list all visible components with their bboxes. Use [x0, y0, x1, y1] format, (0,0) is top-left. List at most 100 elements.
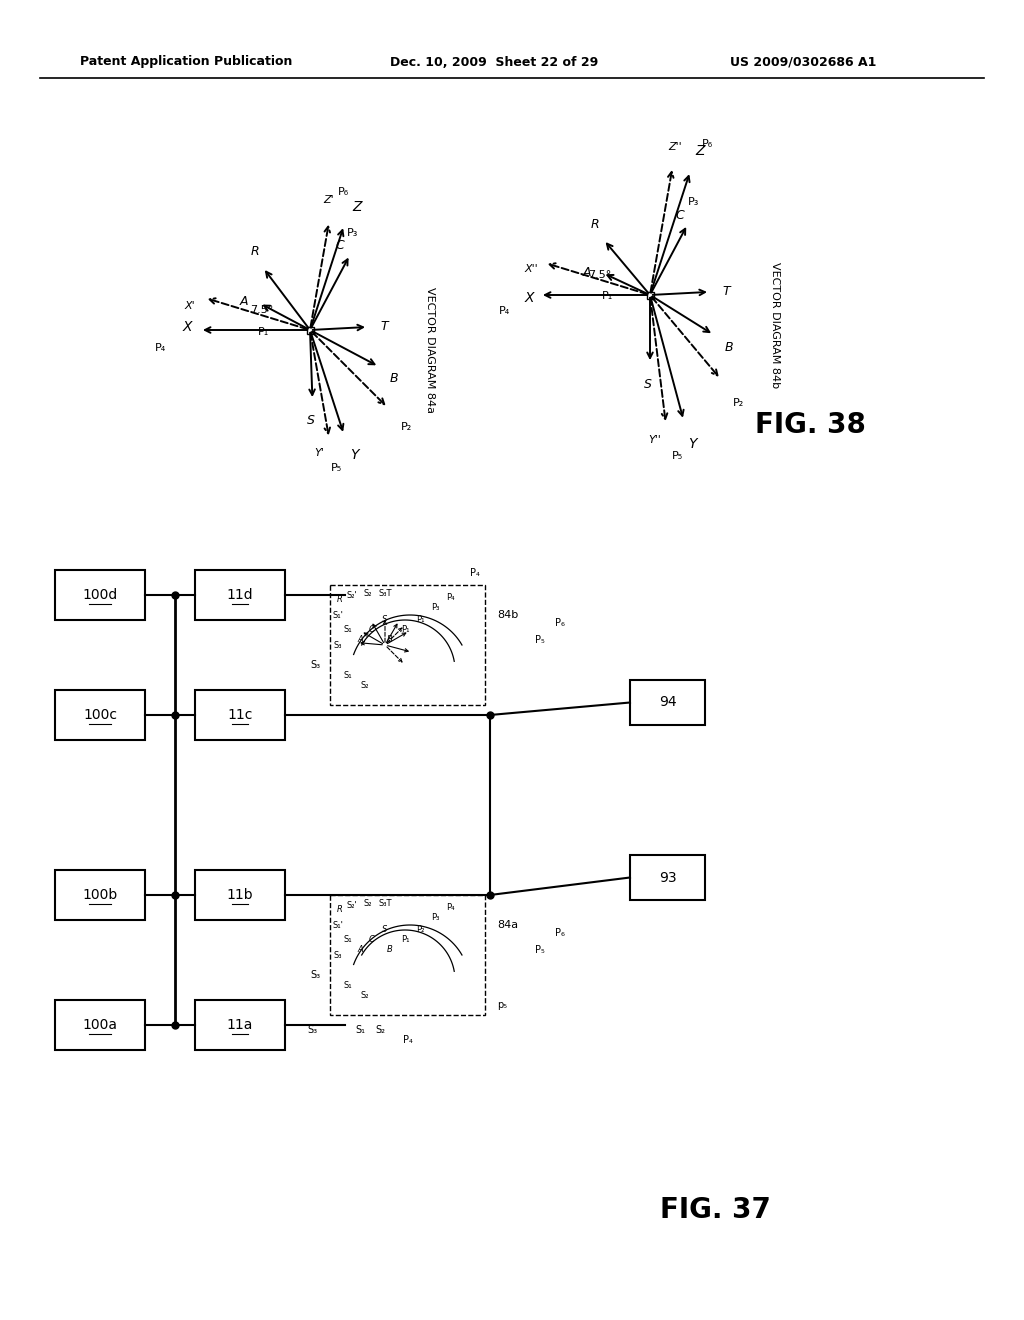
Text: R: R [591, 218, 599, 231]
Text: S: S [307, 414, 315, 428]
Text: FIG. 38: FIG. 38 [755, 411, 866, 440]
Text: S₁': S₁' [333, 610, 343, 619]
Text: B: B [387, 945, 393, 954]
Text: P₄: P₄ [499, 306, 510, 315]
Text: 11b: 11b [226, 888, 253, 902]
Bar [55, 570, 145, 620]
Text: C: C [676, 209, 684, 222]
Text: P₂: P₂ [416, 925, 424, 935]
Bar [195, 870, 285, 920]
Text: P₁: P₁ [400, 626, 410, 635]
Text: C: C [369, 626, 375, 635]
Text: B: B [387, 635, 393, 644]
Text: Y': Y' [314, 449, 324, 458]
Text: US 2009/0302686 A1: US 2009/0302686 A1 [730, 55, 877, 69]
Bar [306, 326, 313, 334]
Bar [630, 855, 705, 900]
Text: Z: Z [695, 144, 705, 158]
Text: S₂': S₂' [347, 900, 357, 909]
Text: 100a: 100a [83, 1018, 118, 1032]
Bar [630, 680, 705, 725]
Text: R: R [250, 246, 259, 257]
Text: VECTOR DIAGRAM 84b: VECTOR DIAGRAM 84b [770, 261, 780, 388]
Bar [195, 690, 285, 741]
Text: 94: 94 [658, 696, 676, 710]
Text: 100c: 100c [83, 708, 117, 722]
Text: P₃: P₃ [431, 602, 439, 611]
Text: S: S [382, 615, 388, 624]
Text: T: T [380, 319, 388, 333]
Text: P₃: P₃ [431, 912, 439, 921]
Text: S: S [382, 925, 388, 935]
Text: P₄: P₄ [470, 568, 480, 578]
Bar [55, 870, 145, 920]
Text: VECTOR DIAGRAM 84a: VECTOR DIAGRAM 84a [425, 286, 435, 413]
Text: Y: Y [349, 447, 358, 462]
Text: P₄: P₄ [445, 903, 455, 912]
Text: B: B [390, 372, 398, 384]
Text: X: X [182, 319, 191, 334]
Text: S₂: S₂ [360, 990, 370, 999]
Bar [646, 292, 653, 298]
Text: P₅: P₅ [536, 635, 545, 645]
Bar [330, 895, 485, 1015]
Text: P₅: P₅ [536, 945, 545, 954]
Text: S₁: S₁ [344, 981, 352, 990]
Text: 84b: 84b [497, 610, 518, 620]
Text: 84a: 84a [497, 920, 518, 931]
Text: X: X [524, 290, 534, 305]
Text: R: R [337, 595, 343, 605]
Text: P₅: P₅ [332, 463, 342, 473]
Text: 11d: 11d [226, 587, 253, 602]
Text: P₅: P₅ [672, 451, 683, 461]
Text: S₂': S₂' [347, 590, 357, 599]
Text: S₃: S₃ [310, 660, 321, 671]
Text: S₃: S₃ [334, 640, 342, 649]
Text: 11c: 11c [227, 708, 253, 722]
Text: P₁: P₁ [602, 290, 613, 301]
Text: P₃: P₃ [347, 228, 358, 238]
Text: S₃: S₃ [334, 950, 342, 960]
Text: R: R [337, 906, 343, 915]
Text: S: S [644, 379, 652, 392]
Text: S₃: S₃ [310, 970, 321, 979]
Bar [195, 570, 285, 620]
Text: Y: Y [688, 437, 697, 451]
Text: S₁: S₁ [355, 1026, 365, 1035]
Text: 11a: 11a [226, 1018, 253, 1032]
Text: S₃T: S₃T [378, 589, 392, 598]
Text: P₄: P₄ [155, 343, 166, 352]
Text: 7.5°: 7.5° [589, 271, 611, 280]
Text: Dec. 10, 2009  Sheet 22 of 29: Dec. 10, 2009 Sheet 22 of 29 [390, 55, 598, 69]
Text: 7.5°: 7.5° [251, 305, 273, 315]
Text: P₄: P₄ [445, 593, 455, 602]
Text: P₆: P₆ [338, 187, 349, 197]
Text: 100d: 100d [82, 587, 118, 602]
Text: P₃: P₃ [687, 197, 698, 207]
Text: T: T [722, 285, 730, 297]
Text: C: C [335, 239, 344, 252]
Text: A: A [357, 945, 362, 954]
Text: S₂: S₂ [375, 1026, 385, 1035]
Bar [55, 690, 145, 741]
Text: S₁: S₁ [344, 936, 352, 945]
Text: S₁: S₁ [344, 671, 352, 680]
Text: S₂: S₂ [364, 589, 373, 598]
Text: B: B [724, 341, 733, 354]
Text: P₆: P₆ [555, 928, 565, 939]
Text: Z: Z [352, 201, 361, 214]
Text: P₁: P₁ [416, 615, 424, 624]
Text: S₃: S₃ [307, 1026, 317, 1035]
Text: A: A [357, 635, 362, 644]
Text: Patent Application Publication: Patent Application Publication [80, 55, 293, 69]
Text: p₅: p₅ [497, 1001, 507, 1010]
Text: 93: 93 [658, 870, 676, 884]
Text: A: A [240, 296, 249, 308]
Text: P₄: P₄ [402, 1035, 413, 1045]
Text: A: A [583, 265, 592, 279]
Text: Y'': Y'' [648, 436, 662, 445]
Text: Z': Z' [324, 195, 334, 205]
Bar [330, 585, 485, 705]
Text: S₂: S₂ [364, 899, 373, 908]
Text: P₂: P₂ [733, 397, 744, 408]
